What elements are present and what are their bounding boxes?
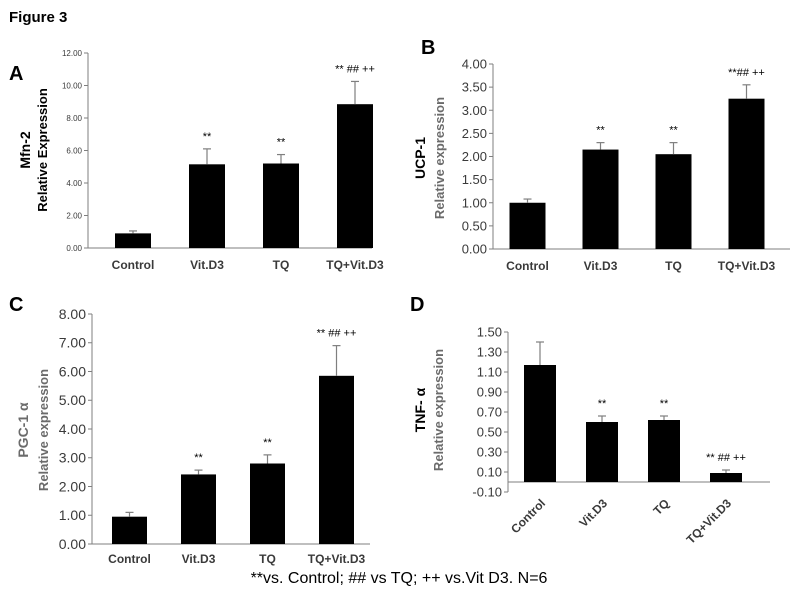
- y-tick-label: -0.10: [472, 485, 502, 500]
- bar: [181, 474, 216, 544]
- footnote: **vs. Control; ## vs TQ; ++ vs.Vit D3. N…: [250, 570, 548, 587]
- category-label: Control: [112, 258, 155, 272]
- bar: [582, 149, 619, 249]
- bar: [524, 365, 556, 482]
- y-tick-label: 1.50: [462, 172, 487, 187]
- bar: [728, 98, 765, 249]
- y-tick-label: 5.00: [59, 392, 86, 408]
- y-tick-label: 0.50: [462, 218, 487, 233]
- y-axis-title: Mfn-2: [17, 131, 33, 169]
- y-tick-label: 1.00: [462, 195, 487, 210]
- y-tick-label: 4.00: [462, 57, 487, 72]
- category-label: Control: [508, 496, 548, 536]
- category-label: TQ: [665, 259, 682, 273]
- bar: [337, 104, 373, 248]
- y-tick-label: 0.50: [477, 425, 502, 440]
- bar: [586, 422, 618, 482]
- category-label: TQ+Vit.D3: [718, 259, 776, 273]
- bar: [189, 164, 225, 248]
- y-tick-label: 2.00: [59, 478, 86, 494]
- y-tick-label: 2.50: [462, 126, 487, 141]
- bar: [263, 163, 299, 248]
- bar: [655, 154, 692, 249]
- y-tick-label: 0.30: [477, 445, 502, 460]
- y-tick-label: 8.00: [66, 114, 82, 123]
- bar: [112, 516, 147, 544]
- y-axis-subtitle: Relative expression: [36, 369, 51, 491]
- y-tick-label: 3.50: [462, 80, 487, 95]
- category-label: Vit.D3: [190, 258, 224, 272]
- category-label: Vit.D3: [576, 496, 610, 530]
- y-tick-label: 3.00: [462, 103, 487, 118]
- y-axis-title: PGC-1 α: [15, 402, 31, 458]
- category-label: TQ: [650, 496, 672, 518]
- y-axis-subtitle: Relative Expression: [35, 88, 50, 212]
- y-tick-label: 10.00: [62, 81, 83, 90]
- panel-label: A: [9, 63, 23, 85]
- y-tick-label: 2.00: [462, 149, 487, 164]
- y-axis-subtitle: Relative expression: [432, 97, 447, 219]
- y-tick-label: 0.00: [59, 536, 86, 552]
- category-label: TQ+Vit.D3: [308, 552, 366, 566]
- y-tick-label: 1.00: [59, 507, 86, 523]
- significance-label: **: [277, 137, 286, 149]
- y-tick-label: 3.00: [59, 450, 86, 466]
- y-axis-title: UCP-1: [412, 137, 428, 179]
- significance-label: **: [203, 131, 212, 143]
- significance-label: ** ## ++: [317, 328, 357, 340]
- y-tick-label: 6.00: [59, 363, 86, 379]
- y-tick-label: 1.30: [477, 345, 502, 360]
- y-tick-label: 1.10: [477, 365, 502, 380]
- y-tick-label: 12.00: [62, 49, 83, 58]
- category-label: Control: [108, 552, 151, 566]
- y-tick-label: 0.70: [477, 405, 502, 420]
- category-label: TQ+Vit.D3: [684, 496, 735, 547]
- y-tick-label: 0.10: [477, 465, 502, 480]
- panel-label: D: [410, 294, 424, 316]
- y-tick-label: 4.00: [59, 421, 86, 437]
- y-tick-label: 7.00: [59, 335, 86, 351]
- significance-label: ** ## ++: [335, 63, 375, 75]
- significance-label: ** ## ++: [706, 452, 746, 464]
- category-label: Vit.D3: [584, 259, 618, 273]
- category-label: TQ: [273, 258, 290, 272]
- y-tick-label: 0.90: [477, 385, 502, 400]
- significance-label: **: [194, 452, 203, 464]
- bar: [648, 420, 680, 482]
- significance-label: **## ++: [728, 67, 765, 79]
- category-label: Control: [506, 259, 549, 273]
- y-axis-subtitle: Relative expression: [431, 349, 446, 471]
- significance-label: **: [669, 125, 678, 137]
- y-tick-label: 8.00: [59, 306, 86, 322]
- significance-label: **: [598, 398, 607, 410]
- category-label: Vit.D3: [182, 552, 216, 566]
- bar: [509, 202, 546, 249]
- y-tick-label: 1.50: [477, 325, 502, 340]
- bar: [710, 473, 742, 482]
- y-tick-label: 0.00: [462, 242, 487, 257]
- y-tick-label: 0.00: [66, 244, 82, 253]
- category-label: TQ: [259, 552, 276, 566]
- panel-label: B: [421, 37, 435, 59]
- bar: [250, 463, 285, 544]
- figure-title: Figure 3: [9, 9, 68, 26]
- category-label: TQ+Vit.D3: [326, 258, 384, 272]
- panel-label: C: [9, 294, 23, 316]
- significance-label: **: [263, 437, 272, 449]
- y-tick-label: 4.00: [66, 179, 82, 188]
- bar: [115, 233, 151, 248]
- significance-label: **: [596, 125, 605, 137]
- y-tick-label: 2.00: [66, 211, 82, 220]
- y-tick-label: 6.00: [66, 146, 82, 155]
- bar: [319, 375, 354, 544]
- y-axis-title: TNF- α: [412, 387, 428, 432]
- significance-label: **: [660, 398, 669, 410]
